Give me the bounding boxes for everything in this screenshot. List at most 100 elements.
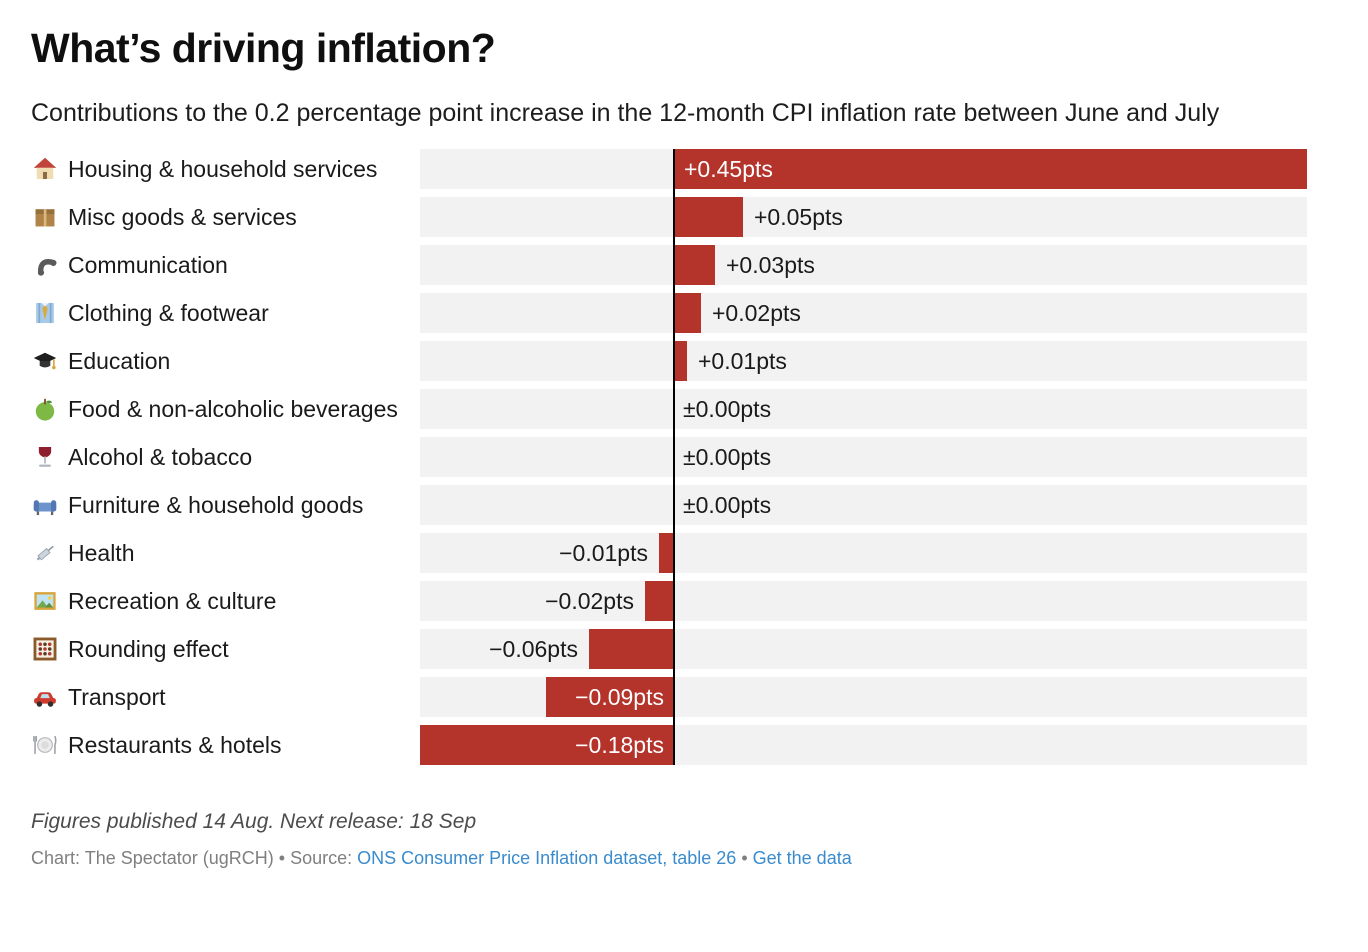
chart-row-food-non-alcoholic-beverages: Food & non-alcoholic beverages ±0.00pts — [31, 389, 1337, 429]
category-label-text: Furniture & household goods — [68, 491, 364, 518]
chart-row-recreation-culture: Recreation & culture −0.02pts — [31, 581, 1337, 621]
category-label-text: Communication — [68, 251, 228, 278]
bar-transport[interactable] — [546, 677, 673, 717]
category-label: Misc goods & services — [31, 197, 420, 237]
bar-chart: Housing & household services +0.45pts Misc… — [31, 149, 1337, 765]
chart-row-clothing-footwear: Clothing & footwear +0.02pts — [31, 293, 1337, 333]
bar-track: +0.03pts — [420, 245, 1307, 285]
value-label: +0.02pts — [712, 300, 801, 326]
source-label: Source: — [290, 848, 358, 868]
zero-baseline — [673, 149, 675, 765]
value-label: −0.18pts — [575, 732, 664, 758]
fork-knife-plate-icon — [31, 732, 58, 759]
category-label: Restaurants & hotels — [31, 725, 420, 765]
chart-row-restaurants-hotels: Restaurants & hotels −0.18pts — [31, 725, 1337, 765]
category-label-text: Alcohol & tobacco — [68, 443, 253, 470]
chart-subtitle: Contributions to the 0.2 percentage poin… — [31, 99, 1220, 127]
value-label: −0.02pts — [545, 588, 634, 614]
bar-education[interactable] — [673, 341, 687, 381]
chart-row-transport: Transport −0.09pts — [31, 677, 1337, 717]
syringe-icon — [31, 540, 58, 567]
bar-track: −0.09pts — [420, 677, 1307, 717]
value-label: ±0.00pts — [683, 492, 772, 518]
bar-track: +0.01pts — [420, 341, 1307, 381]
bar-track: ±0.00pts — [420, 437, 1307, 477]
bar-housing-household-services[interactable] — [673, 149, 1307, 189]
green-apple-icon — [31, 396, 58, 423]
category-label-text: Restaurants & hotels — [68, 731, 282, 758]
value-label: +0.03pts — [726, 252, 815, 278]
separator-dot: • — [273, 848, 291, 868]
chart-row-health: Health −0.01pts — [31, 533, 1337, 573]
wine-glass-icon — [31, 444, 58, 471]
category-label-text: Clothing & footwear — [68, 299, 269, 326]
category-label: Alcohol & tobacco — [31, 437, 420, 477]
chart-credit: Chart: The Spectator (ugRCH) — [31, 848, 274, 868]
attribution-line: Chart: The Spectator (ugRCH) • Source: O… — [31, 847, 1337, 870]
value-label: ±0.00pts — [683, 444, 772, 470]
bar-track: −0.18pts — [420, 725, 1307, 765]
value-label: +0.01pts — [698, 348, 787, 374]
chart-row-housing-household-services: Housing & household services +0.45pts — [31, 149, 1337, 189]
category-label-text: Rounding effect — [68, 635, 229, 662]
category-label: Food & non-alcoholic beverages — [31, 389, 420, 429]
value-label: +0.45pts — [684, 156, 773, 182]
package-icon — [31, 204, 58, 231]
bar-track: −0.02pts — [420, 581, 1307, 621]
value-label: −0.06pts — [489, 636, 578, 662]
chart-footer: Figures published 14 Aug. Next release: … — [31, 809, 1337, 870]
bar-track: +0.45pts — [420, 149, 1307, 189]
bar-track: ±0.00pts — [420, 485, 1307, 525]
category-label-text: Education — [68, 347, 171, 374]
bar-rounding-effect[interactable] — [589, 629, 673, 669]
value-label: −0.09pts — [575, 684, 664, 710]
bar-health[interactable] — [659, 533, 673, 573]
category-label: Recreation & culture — [31, 581, 420, 621]
category-label: Clothing & footwear — [31, 293, 420, 333]
category-label-text: Misc goods & services — [68, 203, 297, 230]
chart-row-alcohol-tobacco: Alcohol & tobacco ±0.00pts — [31, 437, 1337, 477]
get-the-data-link[interactable]: Get the data — [752, 848, 852, 868]
category-label: Health — [31, 533, 420, 573]
bar-track: −0.01pts — [420, 533, 1307, 573]
car-icon — [31, 684, 58, 711]
category-label: Education — [31, 341, 420, 381]
chart-row-communication: Communication +0.03pts — [31, 245, 1337, 285]
category-label-text: Recreation & culture — [68, 587, 277, 614]
separator-dot: • — [736, 848, 753, 868]
category-label: Rounding effect — [31, 629, 420, 669]
bar-misc-goods-services[interactable] — [673, 197, 743, 237]
category-label: Housing & household services — [31, 149, 420, 189]
bar-restaurants-hotels[interactable] — [420, 725, 673, 765]
house-icon — [31, 156, 58, 183]
chart-row-rounding-effect: Rounding effect −0.06pts — [31, 629, 1337, 669]
graduation-cap-icon — [31, 348, 58, 375]
category-label-text: Health — [68, 539, 135, 566]
chart-row-misc-goods-services: Misc goods & services +0.05pts — [31, 197, 1337, 237]
value-label: −0.01pts — [559, 540, 648, 566]
category-label-text: Food & non-alcoholic beverages — [68, 395, 398, 422]
bar-track: ±0.00pts — [420, 389, 1307, 429]
chart-row-furniture-household-goods: Furniture & household goods ±0.00pts — [31, 485, 1337, 525]
framed-picture-icon — [31, 588, 58, 615]
bar-track: +0.02pts — [420, 293, 1307, 333]
bar-track: +0.05pts — [420, 197, 1307, 237]
release-note: Figures published 14 Aug. Next release: … — [31, 810, 477, 833]
value-label: ±0.00pts — [683, 396, 772, 422]
source-link[interactable]: ONS Consumer Price Inflation dataset, ta… — [357, 848, 737, 868]
category-label-text: Transport — [68, 683, 166, 710]
chart-rows: Housing & household services +0.45pts Misc… — [31, 149, 1337, 765]
chart-row-education: Education +0.01pts — [31, 341, 1337, 381]
bar-communication[interactable] — [673, 245, 715, 285]
bar-track: −0.06pts — [420, 629, 1307, 669]
necktie-icon — [31, 300, 58, 327]
telephone-receiver-icon — [31, 252, 58, 279]
category-label: Furniture & household goods — [31, 485, 420, 525]
bar-recreation-culture[interactable] — [645, 581, 673, 621]
value-label: +0.05pts — [754, 204, 843, 230]
category-label: Transport — [31, 677, 420, 717]
bar-clothing-footwear[interactable] — [673, 293, 701, 333]
abacus-icon — [31, 636, 58, 663]
category-label: Communication — [31, 245, 420, 285]
